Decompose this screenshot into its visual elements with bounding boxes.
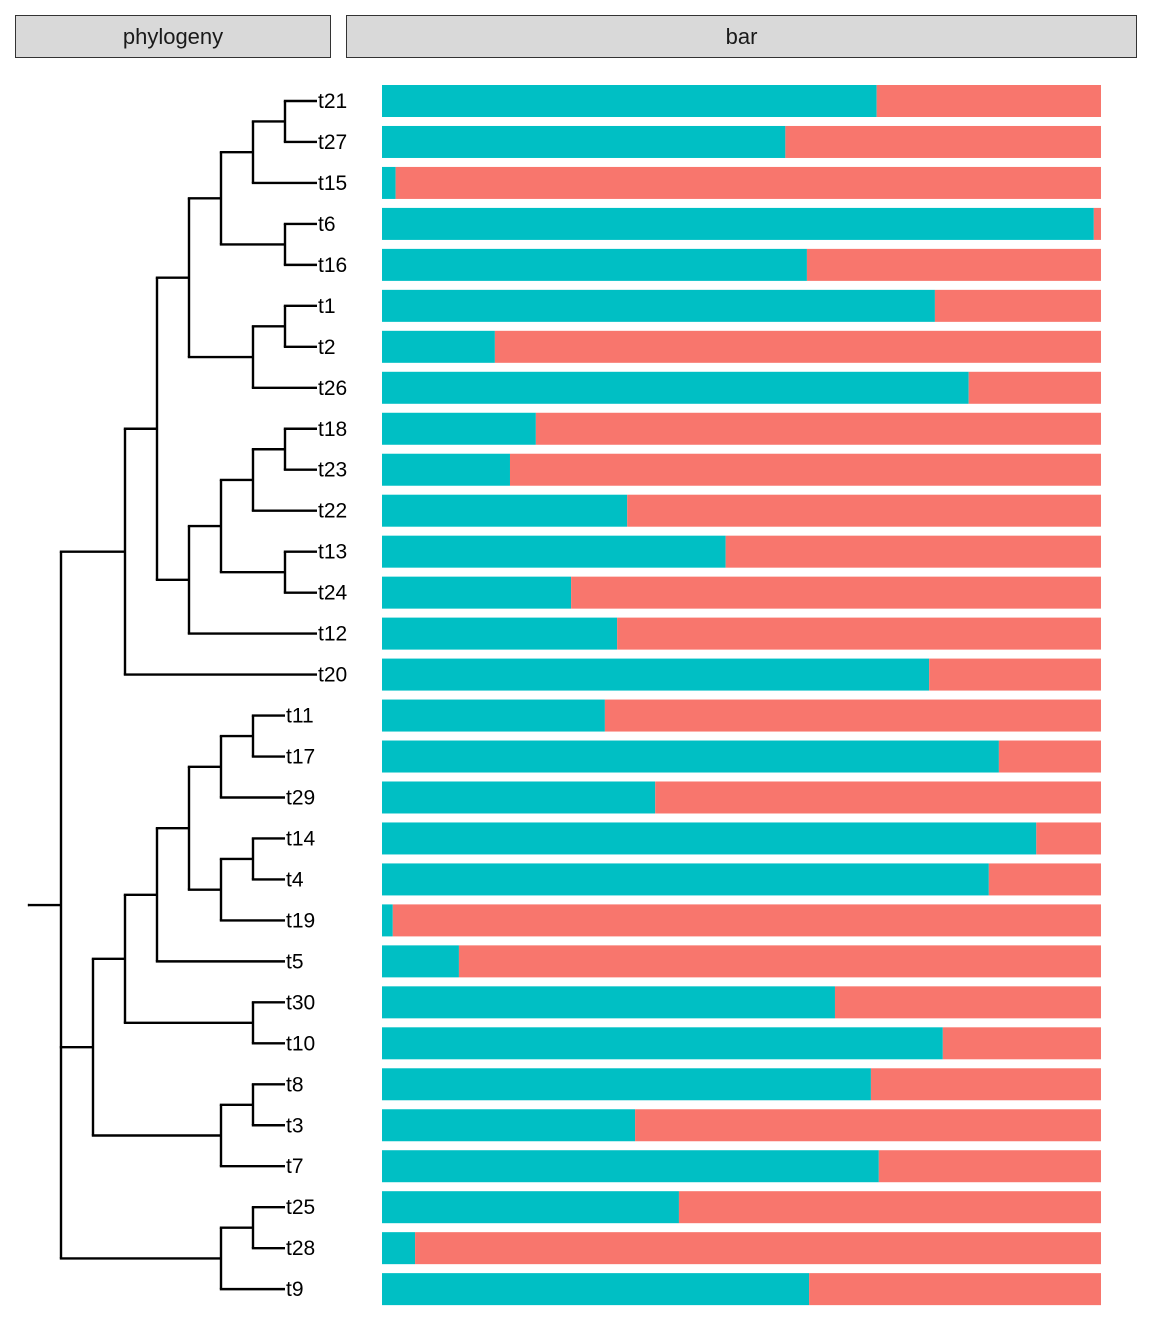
bar-t3-segment-2 [635,1109,1101,1142]
bar-t7-segment-1 [382,1150,879,1183]
tip-label-t28: t28 [286,1237,315,1260]
tip-label-t27: t27 [318,131,347,154]
tip-label-t7: t7 [286,1155,304,1178]
bar-t6-segment-2 [1093,207,1101,240]
bar-t19-segment-1 [382,904,393,937]
bar-t18-segment-2 [535,412,1101,445]
bar-t17-segment-2 [998,740,1101,773]
bar-t22-segment-1 [382,494,628,527]
bar-t9-segment-2 [809,1273,1101,1306]
bar-t27-segment-1 [382,125,786,158]
bar-t29-segment-2 [655,781,1101,814]
phylogeny-tree: t21 t27 t15 t6 t16 t1 t2 t26 t18 t23 t22 t13 t24 t12 t… [27,90,348,1301]
stacked-bars [382,85,1102,1306]
tip-label-t8: t8 [286,1073,304,1096]
bar-t14-segment-1 [382,822,1037,855]
tip-label-t11: t11 [286,705,314,728]
bar-t2-segment-1 [382,330,495,363]
bar-t21-segment-1 [382,85,877,117]
bar-t28-segment-2 [415,1232,1102,1265]
tip-label-t9: t9 [286,1278,304,1301]
bar-t28-segment-1 [382,1232,416,1265]
bar-t10-segment-1 [382,1027,943,1060]
tip-label-t17: t17 [286,746,315,769]
bar-t2-segment-2 [494,330,1101,363]
bar-t11-segment-1 [382,699,605,732]
bar-t24-segment-2 [571,576,1101,609]
tip-label-t2: t2 [318,336,336,359]
bar-t6-segment-1 [382,207,1094,240]
tip-label-t15: t15 [318,172,347,195]
bar-t5-segment-1 [382,945,459,978]
tip-label-t19: t19 [286,909,315,932]
bar-t15-segment-1 [382,166,396,199]
tip-label-t26: t26 [318,377,347,400]
tip-label-t22: t22 [318,500,347,523]
bar-t30-segment-1 [382,986,835,1019]
bar-t16-segment-2 [806,248,1101,281]
bar-t27-segment-2 [785,125,1101,158]
bar-t25-segment-2 [678,1191,1101,1224]
bar-t11-segment-2 [604,699,1101,732]
bar-t26-segment-1 [382,371,969,404]
bar-t30-segment-2 [834,986,1101,1019]
bar-t20-segment-2 [929,658,1101,691]
bar-t24-segment-1 [382,576,572,609]
tip-label-t14: t14 [286,827,316,850]
bar-t25-segment-1 [382,1191,679,1224]
bar-t5-segment-2 [458,945,1102,978]
bar-t7-segment-2 [878,1150,1101,1183]
bar-t9-segment-1 [382,1273,810,1306]
bar-t15-segment-2 [395,166,1101,199]
bar-t14-segment-2 [1036,822,1101,855]
bar-t13-segment-1 [382,535,726,568]
tip-label-t23: t23 [318,459,347,482]
phylogeny-panel-title: phylogeny [15,15,331,58]
bar-t21-segment-2 [876,85,1101,117]
tip-label-t21: t21 [318,90,347,113]
tip-label-t24: t24 [318,582,348,605]
tip-label-t29: t29 [286,786,315,809]
bar-t29-segment-1 [382,781,656,814]
bar-t16-segment-1 [382,248,807,281]
bar-t8-segment-1 [382,1068,871,1101]
tip-label-t18: t18 [318,418,347,441]
bar-t13-segment-2 [725,535,1101,568]
tip-label-t30: t30 [286,991,315,1014]
bar-t1-segment-2 [934,289,1101,322]
bar-t10-segment-2 [942,1027,1101,1060]
tip-label-t4: t4 [286,868,304,891]
tip-label-t25: t25 [286,1196,315,1219]
bar-t26-segment-2 [968,371,1101,404]
bar-t3-segment-1 [382,1109,636,1142]
tip-label-t10: t10 [286,1032,315,1055]
bar-t23-segment-1 [382,453,510,486]
tip-label-t16: t16 [318,254,347,277]
bar-panel-title: bar [346,15,1137,58]
tip-label-t1: t1 [318,295,336,318]
bar-t4-segment-2 [988,863,1101,896]
bar-t4-segment-1 [382,863,989,896]
bar-t23-segment-2 [509,453,1101,486]
bar-t1-segment-1 [382,289,935,322]
tip-label-t3: t3 [286,1114,304,1137]
tip-label-t12: t12 [318,623,347,646]
tip-label-t20: t20 [318,664,347,687]
bar-t22-segment-2 [627,494,1101,527]
bar-t18-segment-1 [382,412,536,445]
tip-label-t5: t5 [286,950,304,973]
tip-label-t13: t13 [318,541,347,564]
bar-t19-segment-2 [392,904,1101,937]
bar-t20-segment-1 [382,658,930,691]
tip-label-t6: t6 [318,213,336,236]
bar-t12-segment-2 [617,617,1101,650]
bar-t17-segment-1 [382,740,999,773]
bar-t8-segment-2 [870,1068,1101,1101]
bar-t12-segment-1 [382,617,618,650]
